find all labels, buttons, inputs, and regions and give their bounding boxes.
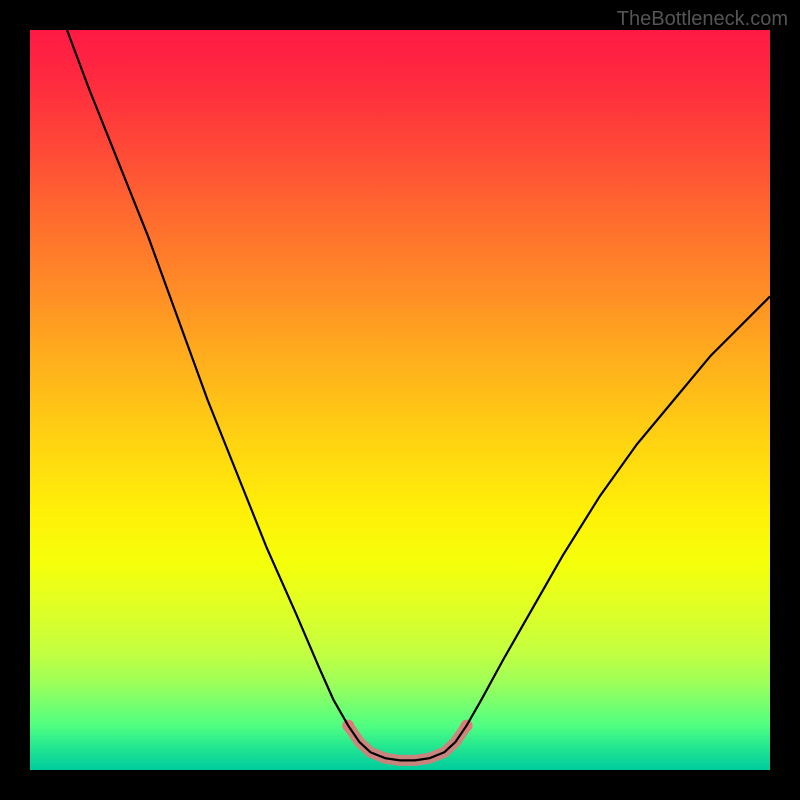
chart-container: TheBottleneck.com (0, 0, 800, 800)
highlight-dots (342, 720, 472, 732)
plot-area (30, 30, 770, 770)
watermark-text: TheBottleneck.com (617, 8, 788, 31)
highlight-segment (348, 726, 466, 761)
bottleneck-curve (67, 30, 770, 760)
curve-layer (30, 30, 770, 770)
